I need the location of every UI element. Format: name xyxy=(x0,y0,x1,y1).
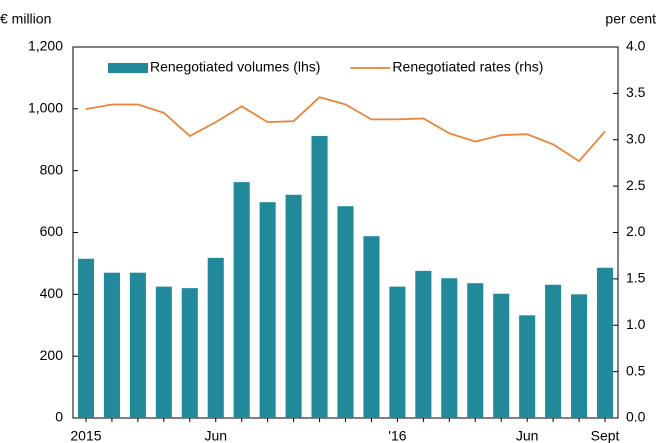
y-tick-label: 1,200 xyxy=(28,38,63,54)
bar xyxy=(77,258,95,418)
bar xyxy=(129,272,146,418)
line xyxy=(85,96,606,163)
x-tick-label: Jun xyxy=(516,428,539,443)
legend-swatch xyxy=(108,63,148,73)
y2-tick-label: 1.0 xyxy=(626,316,646,332)
bar xyxy=(596,267,614,418)
bar xyxy=(493,293,510,418)
bar xyxy=(519,315,536,418)
bar xyxy=(285,194,302,418)
y2-tick-label: 3.5 xyxy=(626,84,646,100)
y2-tick-label: 4.0 xyxy=(626,38,646,54)
bar xyxy=(467,283,484,418)
bar xyxy=(259,202,276,418)
y2-tick-label: 2.5 xyxy=(626,177,646,193)
x-tick-label: '16 xyxy=(388,428,406,443)
bar xyxy=(207,257,224,418)
bar xyxy=(155,286,172,418)
bar xyxy=(103,272,120,418)
bar xyxy=(337,206,354,418)
y-tick-label: 200 xyxy=(40,347,64,363)
y-tick-label: 600 xyxy=(40,223,64,239)
y2-tick-label: 3.0 xyxy=(626,130,646,146)
y2-tick-label: 0.0 xyxy=(626,409,646,425)
y2-tick-label: 0.5 xyxy=(626,362,646,378)
y-tick-label: 400 xyxy=(40,285,64,301)
bar xyxy=(233,182,250,418)
y2-tick-label: 1.5 xyxy=(626,270,646,286)
bar xyxy=(181,288,198,418)
bar xyxy=(415,270,432,418)
bar xyxy=(363,236,380,418)
bar xyxy=(441,278,458,418)
y-tick-label: 1,000 xyxy=(28,100,63,116)
y-tick-label: 800 xyxy=(40,161,64,177)
legend-label: Renegotiated volumes (lhs) xyxy=(150,59,320,75)
x-tick-label: Sept xyxy=(591,428,620,443)
x-tick-label: 2015 xyxy=(70,428,101,443)
y2-axis-label: per cent xyxy=(605,11,656,27)
bar xyxy=(571,294,588,418)
legend-label: Renegotiated rates (rhs) xyxy=(392,59,543,75)
bar xyxy=(545,284,562,418)
bar xyxy=(311,136,328,419)
x-tick-label: Jun xyxy=(204,428,227,443)
y-axis-label: € million xyxy=(0,11,51,27)
bar xyxy=(389,286,406,418)
y-tick-label: 0 xyxy=(55,409,63,425)
y2-tick-label: 2.0 xyxy=(626,223,646,239)
